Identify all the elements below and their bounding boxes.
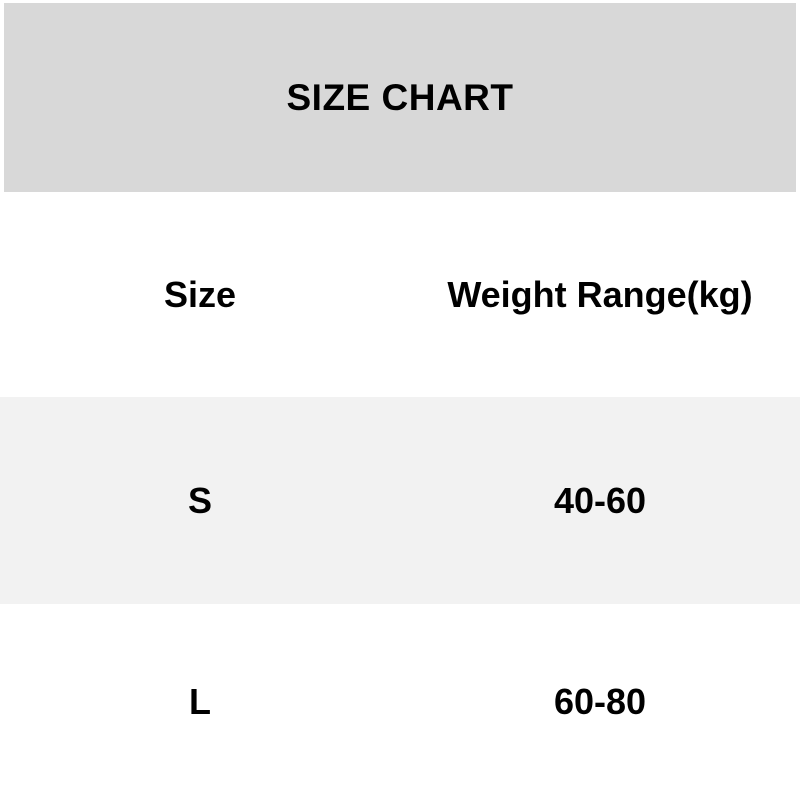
size-value: S xyxy=(187,479,212,521)
weight-range-value: 60-80 xyxy=(553,681,647,722)
page-title: SIZE CHART xyxy=(286,76,514,118)
column-header-weight-range: Weight Range(kg) xyxy=(447,273,753,315)
table-header-row: Size Weight Range(kg) xyxy=(0,192,800,397)
table-row: S 40-60 xyxy=(0,397,800,604)
table-row: L 60-80 xyxy=(0,604,800,800)
size-value: L xyxy=(189,681,211,722)
column-header-size: Size xyxy=(163,273,237,315)
weight-range-value: 40-60 xyxy=(553,479,647,521)
size-chart-banner: SIZE CHART xyxy=(4,3,796,192)
